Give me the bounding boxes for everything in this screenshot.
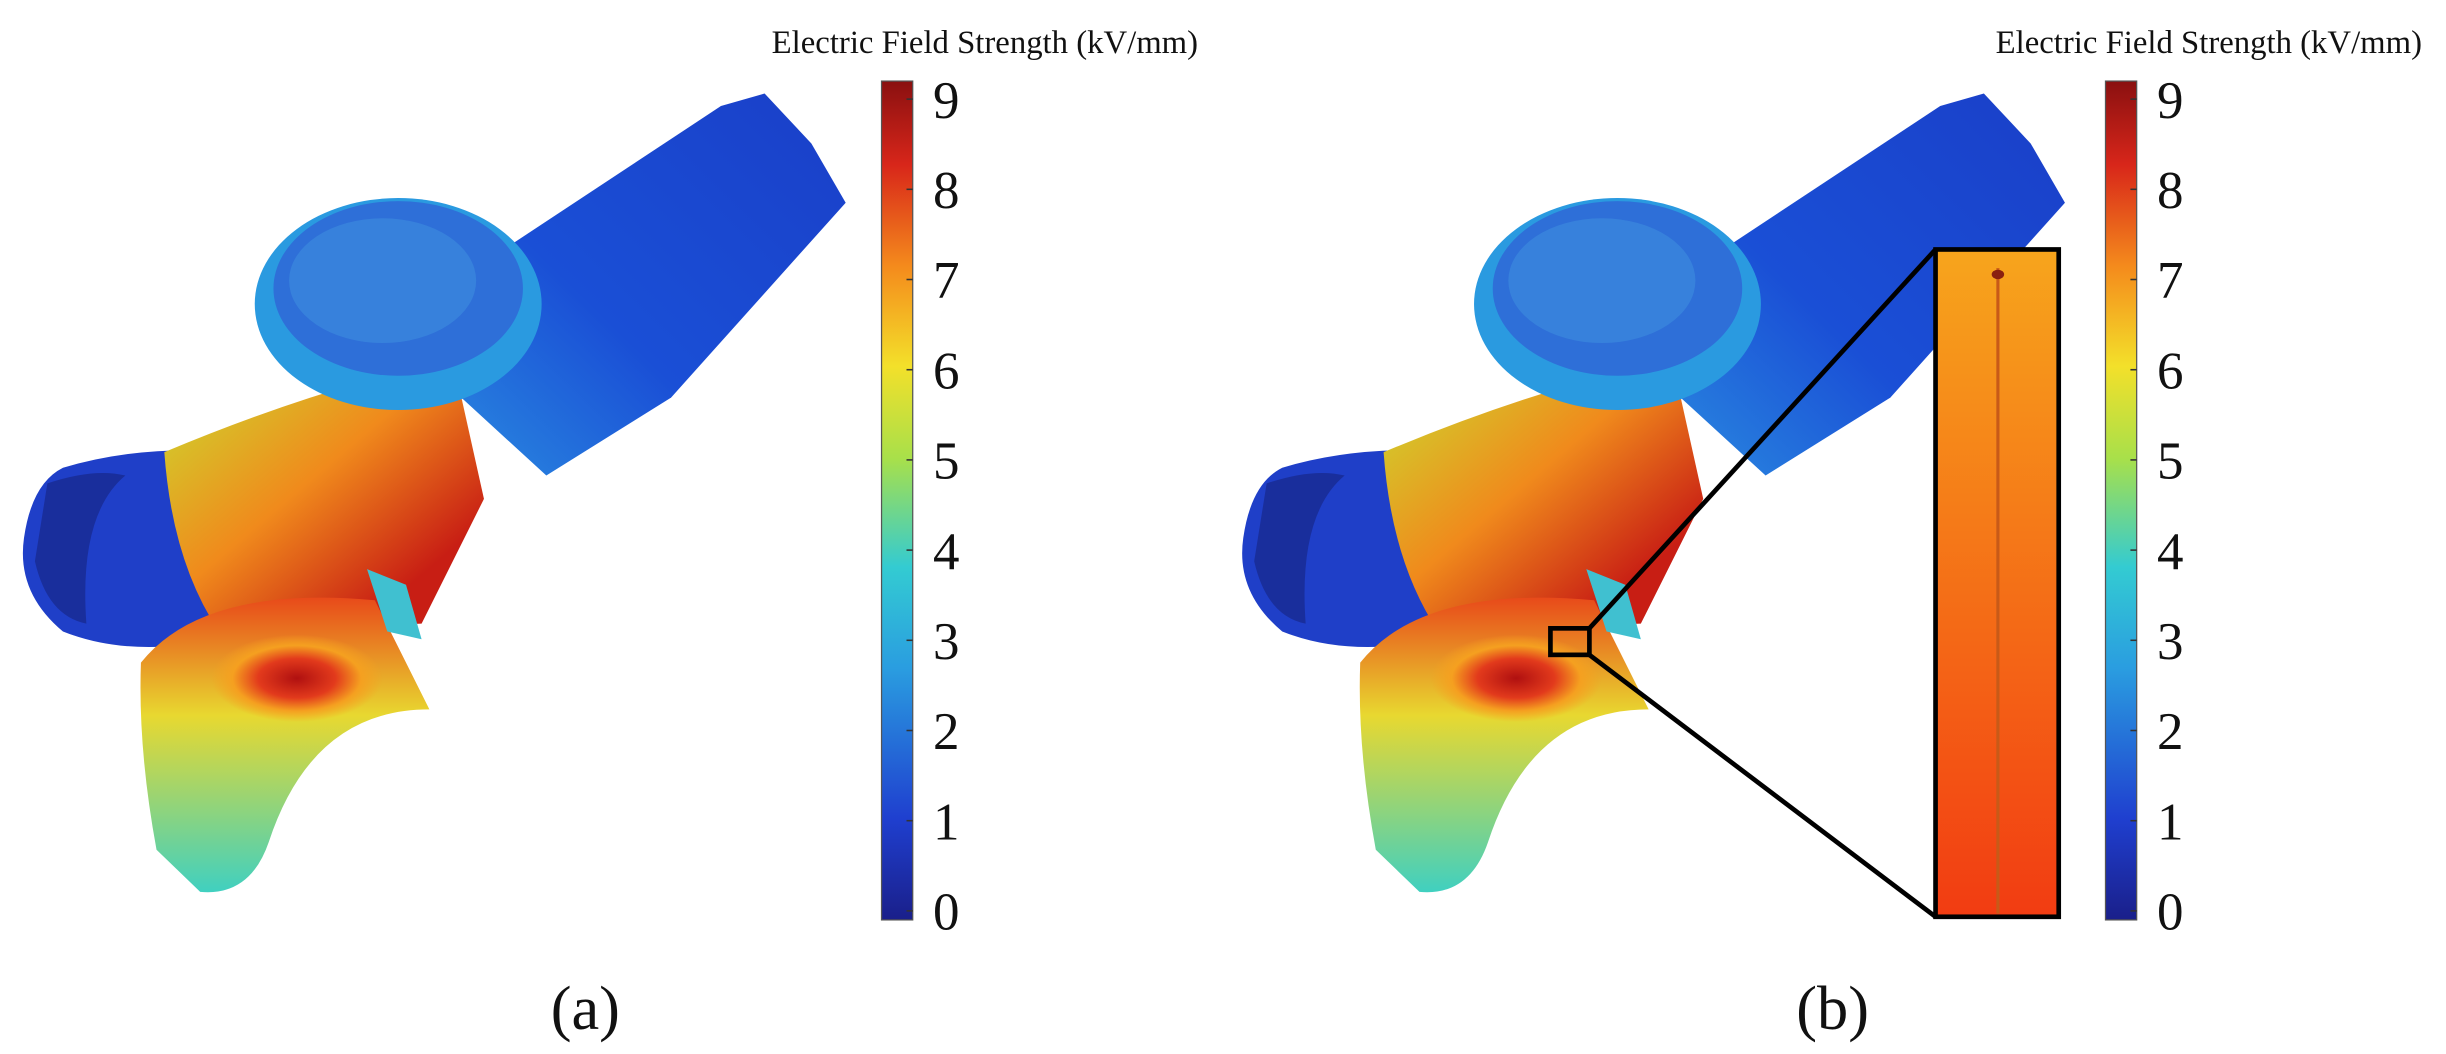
colorbar-title: Electric Field Strength (kV/mm)	[772, 25, 1198, 61]
render-a	[22, 93, 846, 893]
zoom-line	[1587, 247, 1938, 630]
zoom-line	[1587, 652, 1937, 919]
tick-label: 0	[933, 884, 960, 942]
tick-label: 3	[2157, 613, 2184, 671]
colorbar	[2104, 80, 2138, 921]
tick-label: 9	[2157, 72, 2184, 130]
tick-label: 6	[933, 342, 960, 400]
tick-label: 7	[2157, 252, 2184, 310]
tick-label: 8	[2157, 162, 2184, 220]
tick-label: 0	[2157, 884, 2184, 942]
tick-label: 2	[933, 703, 960, 761]
colorbars: Electric Field Strength (kV/mm) 0 1 2 3 4 5 6 7 8…	[772, 25, 2422, 942]
tick-label: 8	[933, 162, 960, 220]
zoom-box	[1548, 626, 1592, 658]
tick-label: 4	[933, 523, 960, 581]
tick-label: 5	[933, 433, 960, 491]
tick-label: 5	[2157, 433, 2184, 491]
tick-label: 1	[933, 793, 960, 851]
tick-label: 9	[933, 72, 960, 130]
tick-label: 1	[2157, 793, 2184, 851]
panel-label: (b)	[1796, 974, 1869, 1043]
colorbar-title: Electric Field Strength (kV/mm)	[1996, 25, 2422, 61]
tick-label: 2	[2157, 703, 2184, 761]
colorbar	[880, 80, 914, 921]
tick-label: 3	[933, 613, 960, 671]
tick-label: 7	[933, 252, 960, 310]
panel-label: (a)	[551, 974, 620, 1043]
tick-label: 6	[2157, 342, 2184, 400]
inset-detail	[1991, 269, 2005, 280]
tick-label: 4	[2157, 523, 2184, 581]
